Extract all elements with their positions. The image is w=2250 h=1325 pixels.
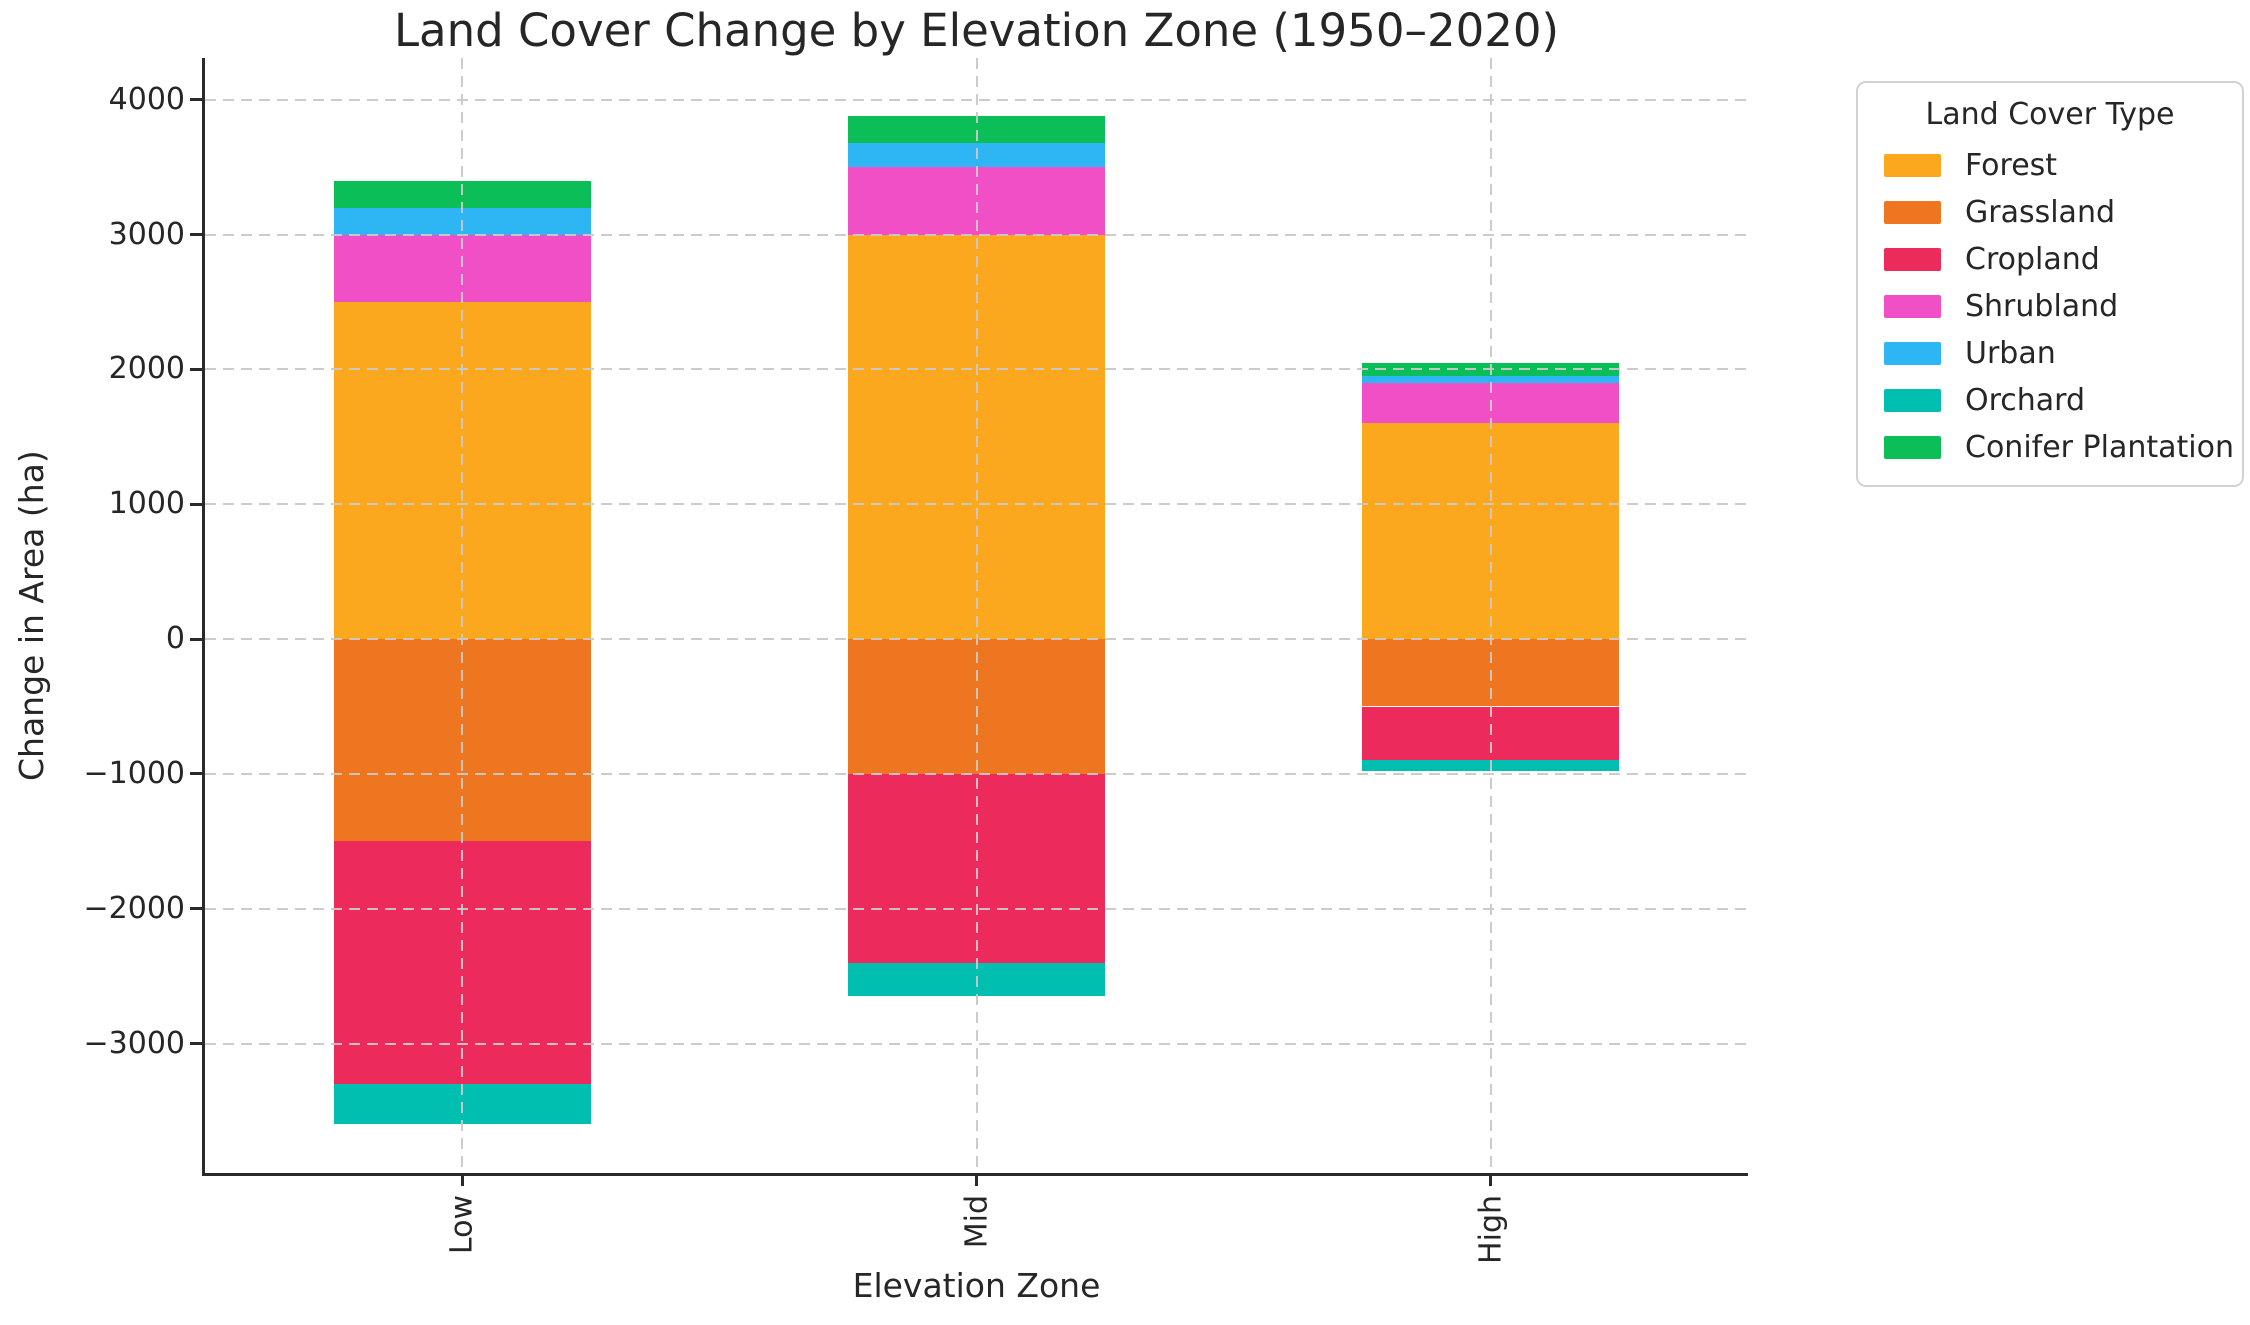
legend-swatch-cropland (1884, 248, 1941, 271)
y-tick-label: 1000 (108, 486, 185, 522)
chart-title: Land Cover Change by Elevation Zone (195… (393, 4, 1560, 57)
legend-label: Cropland (1965, 242, 2100, 277)
legend-swatch-grassland (1884, 201, 1941, 224)
y-tick-mark (190, 98, 205, 102)
legend-swatch-urban (1884, 342, 1941, 365)
y-tick-label: −1000 (83, 755, 185, 791)
y-tick-label: −3000 (83, 1025, 185, 1061)
legend-swatch-orchard (1884, 389, 1941, 412)
legend-item: Orchard (1884, 377, 2228, 424)
legend-label: Orchard (1965, 383, 2086, 418)
gridline-vertical (975, 58, 978, 1173)
y-tick-label: 4000 (108, 81, 185, 117)
y-tick-label: 3000 (108, 216, 185, 252)
legend: Land Cover Type Forest Grassland Cropland S… (1856, 81, 2244, 487)
legend-label: Forest (1965, 148, 2058, 183)
y-tick-mark (190, 233, 205, 237)
legend-item: Forest (1884, 142, 2228, 189)
x-tick-label: Low (444, 1195, 480, 1255)
y-tick-label: 0 (165, 621, 185, 657)
legend-item: Grassland (1884, 189, 2228, 236)
legend-item: Shrubland (1884, 283, 2228, 330)
legend-swatch-conifer-plantation (1884, 436, 1941, 459)
legend-label: Urban (1965, 336, 2056, 371)
gridline-vertical (461, 58, 464, 1173)
legend-item: Urban (1884, 330, 2228, 377)
x-tick-label: Mid (959, 1195, 994, 1249)
y-tick-mark (190, 1042, 205, 1046)
plot-area: −3000 −2000 −1000 0 1000 2000 3000 4000 Low Mid Hi… (84, 58, 1748, 1264)
legend-title: Land Cover Type (1925, 97, 2175, 132)
y-tick-mark (190, 502, 205, 506)
y-tick-mark (190, 367, 205, 371)
x-tick-label: High (1473, 1195, 1509, 1264)
gridline-vertical (1489, 58, 1492, 1173)
y-tick-mark (190, 637, 205, 641)
legend-item: Conifer Plantation (1884, 424, 2234, 471)
legend-item: Cropland (1884, 236, 2228, 283)
y-tick-label: 2000 (108, 351, 185, 387)
x-tick-mark (460, 1173, 464, 1186)
y-tick-mark (190, 907, 205, 911)
legend-items: Forest Grassland Cropland Shrubland Urban Orc… (1872, 142, 2234, 471)
x-tick-mark (975, 1173, 978, 1186)
y-tick-mark (190, 772, 205, 776)
y-tick-label: −2000 (83, 890, 185, 926)
x-axis-label: Elevation Zone (852, 1266, 1101, 1305)
legend-label: Grassland (1965, 195, 2115, 230)
legend-label: Shrubland (1965, 289, 2119, 324)
legend-swatch-forest (1884, 154, 1941, 177)
legend-label: Conifer Plantation (1965, 430, 2234, 465)
legend-swatch-shrubland (1884, 295, 1941, 318)
y-axis-spine (202, 58, 205, 1176)
x-tick-mark (1489, 1173, 1493, 1186)
